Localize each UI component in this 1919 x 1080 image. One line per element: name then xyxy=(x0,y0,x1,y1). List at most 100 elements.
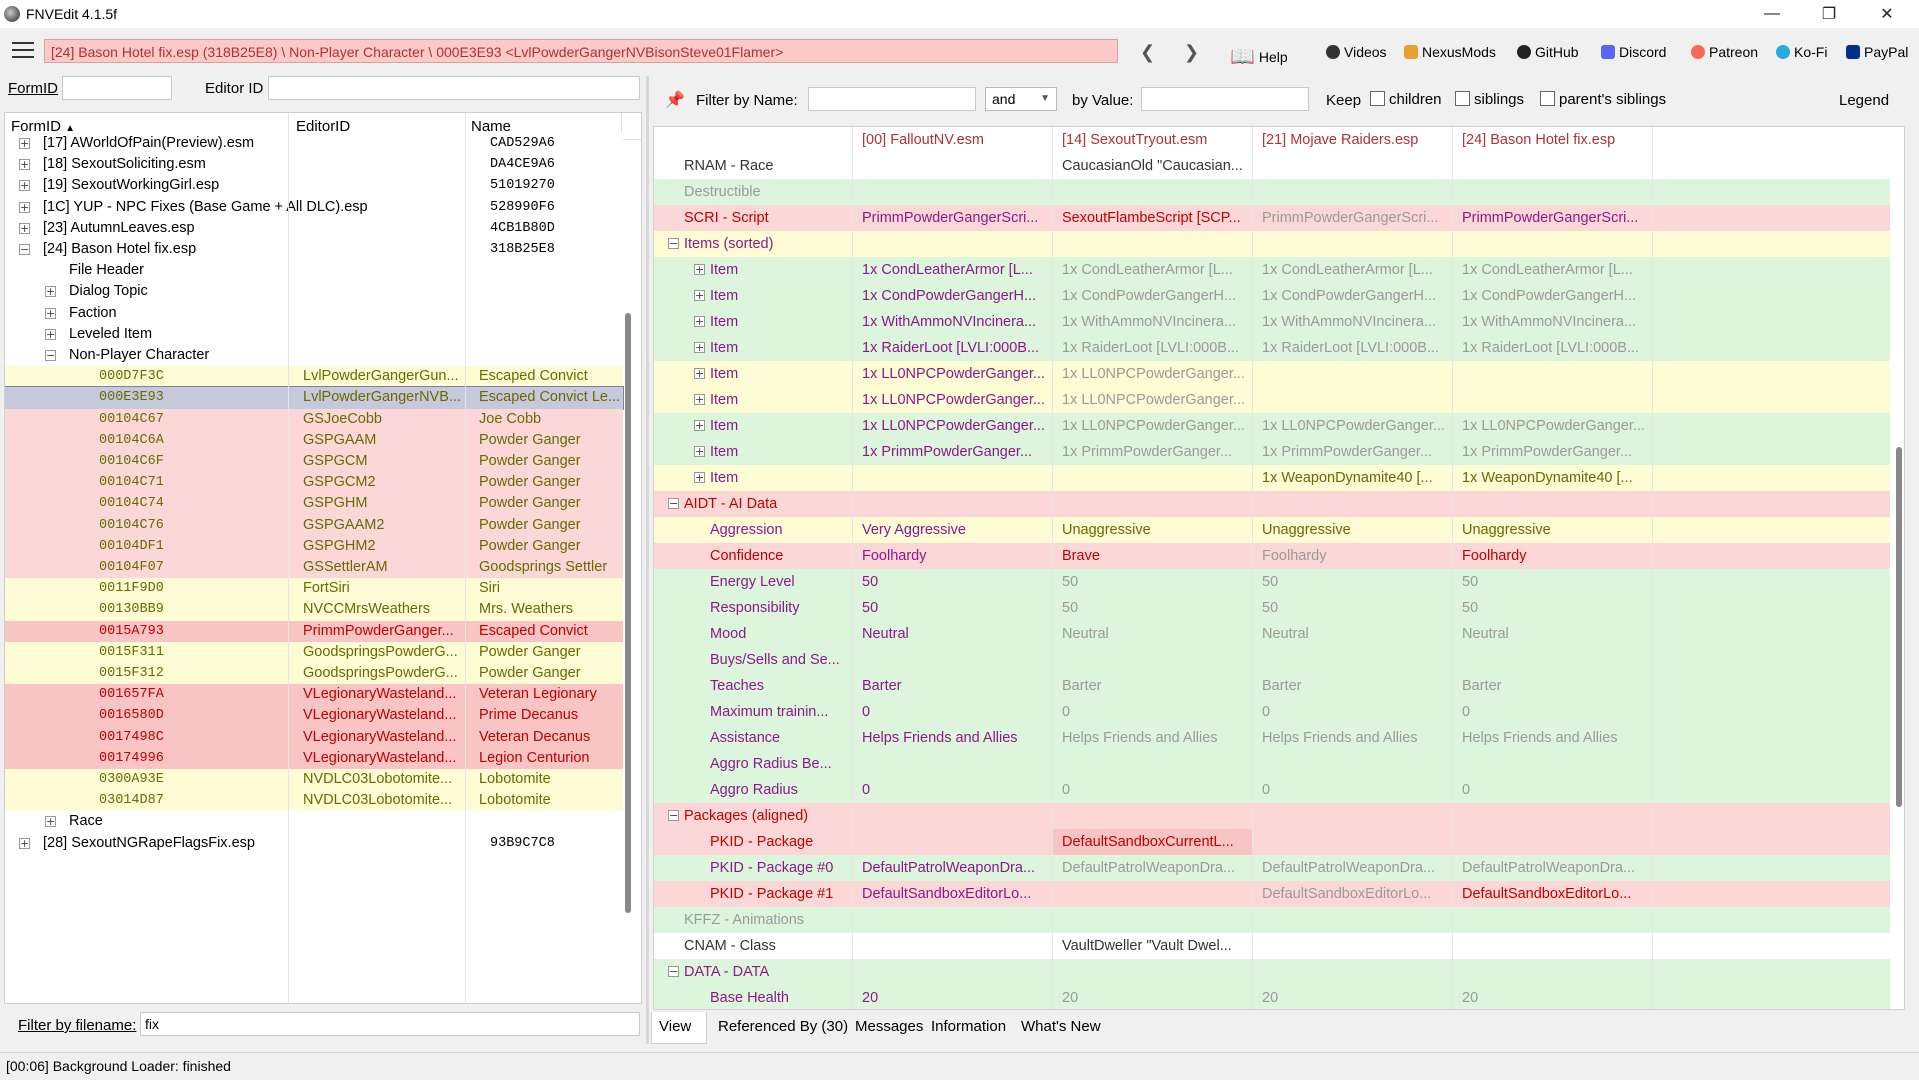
grid-cell[interactable]: Barter xyxy=(862,678,902,694)
grid-cell[interactable] xyxy=(1052,881,1252,907)
grid-cell[interactable]: Neutral xyxy=(1462,626,1509,642)
grid-row[interactable]: Maximum trainin... 0 0 0 0 xyxy=(654,699,1890,725)
discord-button[interactable]: Discord xyxy=(1601,44,1666,60)
grid-cell[interactable] xyxy=(1252,647,1452,673)
grid-cell[interactable]: Helps Friends and Allies xyxy=(1262,730,1418,746)
grid-cell[interactable]: 0 xyxy=(862,704,871,720)
expand-icon[interactable]: + xyxy=(694,471,705,484)
grid-cell[interactable]: 1x PrimmPowderGanger... xyxy=(862,444,1033,460)
grid-cell[interactable] xyxy=(1052,907,1252,933)
tree-node[interactable]: + [28] SexoutNGRapeFlagsFix.esp 93B9C7C8 xyxy=(5,832,623,854)
grid-cell[interactable]: 1x RaiderLoot [LVLI:000B... xyxy=(1062,340,1240,356)
grid-cell[interactable] xyxy=(1252,933,1452,959)
expand-icon[interactable]: + xyxy=(694,315,705,328)
collapse-icon[interactable]: − xyxy=(668,965,679,978)
grid-cell[interactable]: 1x CondPowderGangerH... xyxy=(1062,288,1237,304)
grid-cell[interactable]: 0 xyxy=(1062,704,1071,720)
editorid-input[interactable] xyxy=(268,76,640,100)
expand-icon[interactable]: + xyxy=(45,815,56,829)
grid-cell[interactable] xyxy=(1452,179,1652,205)
operator-select[interactable]: and ▼ xyxy=(985,87,1057,111)
grid-cell[interactable] xyxy=(1052,959,1252,985)
minimize-button[interactable]: — xyxy=(1764,5,1780,22)
tree-node[interactable]: + Race xyxy=(5,811,623,833)
npc-row[interactable]: 00104C74 GSPGHM Powder Ganger xyxy=(5,493,623,515)
grid-cell[interactable] xyxy=(852,465,1052,491)
grid-cell[interactable]: 1x LL0NPCPowderGanger... xyxy=(1062,392,1245,408)
forward-arrow-icon[interactable]: ❯ xyxy=(1184,42,1200,62)
grid-row[interactable]: PKID - Package #0 DefaultPatrolWeaponDra.… xyxy=(654,855,1890,881)
grid-row[interactable]: + Item 1x CondPowderGangerH... 1x CondPowde… xyxy=(654,283,1890,309)
grid-cell[interactable]: 20 xyxy=(1462,990,1479,1006)
column-formid[interactable]: FormID ▲ xyxy=(11,118,76,135)
grid-cell[interactable]: Unaggressive xyxy=(1062,522,1151,538)
back-arrow-icon[interactable]: ❮ xyxy=(1140,42,1156,62)
grid-row[interactable]: + Item 1x RaiderLoot [LVLI:000B... 1x Raide… xyxy=(654,335,1890,361)
grid-cell[interactable]: 50 xyxy=(1262,574,1279,590)
grid-row[interactable]: CNAM - Class VaultDweller "Vault Dwel... xyxy=(654,933,1890,959)
grid-cell[interactable]: 1x CondLeatherArmor [L... xyxy=(1262,262,1433,278)
grid-row[interactable]: Buys/Sells and Se... xyxy=(654,647,1890,673)
grid-row[interactable]: Aggression Very Aggressive Unaggressive Una… xyxy=(654,517,1890,543)
github-button[interactable]: GitHub xyxy=(1517,44,1579,60)
collapse-icon[interactable]: − xyxy=(45,349,56,362)
grid-cell[interactable]: 50 xyxy=(862,600,879,616)
formid-input[interactable] xyxy=(62,76,172,100)
collapse-icon[interactable]: − xyxy=(668,497,679,510)
grid-cell[interactable] xyxy=(1052,647,1252,673)
grid-cell[interactable]: DefaultSandboxCurrentL... xyxy=(1052,829,1252,855)
tab-messages[interactable]: Messages xyxy=(855,1018,924,1035)
grid-cell[interactable]: 1x LL0NPCPowderGanger... xyxy=(862,366,1045,382)
grid-cell[interactable]: Barter xyxy=(1262,678,1302,694)
grid-cell[interactable] xyxy=(1452,491,1652,517)
npc-row[interactable]: 00104C67 GSJoeCobb Joe Cobb xyxy=(5,408,623,430)
grid-row[interactable]: PKID - Package DefaultSandboxCurrentL... xyxy=(654,829,1890,855)
grid-cell[interactable] xyxy=(1452,803,1652,829)
npc-row[interactable]: 00104C76 GSPGAAM2 Powder Ganger xyxy=(5,514,623,536)
grid-cell[interactable]: 1x WithAmmoNVIncinera... xyxy=(862,314,1037,330)
grid-cell[interactable]: 1x CondLeatherArmor [L... xyxy=(1462,262,1633,278)
menu-icon[interactable] xyxy=(12,42,34,58)
grid-cell[interactable] xyxy=(1452,751,1652,777)
maximize-button[interactable]: ❐ xyxy=(1821,6,1837,23)
help-button[interactable]: 📖 Help xyxy=(1230,46,1288,68)
grid-cell[interactable]: 1x WeaponDynamite40 [... xyxy=(1462,470,1633,486)
grid-cell[interactable]: Foolhardy xyxy=(862,548,927,564)
pane-splitter[interactable] xyxy=(646,76,649,1044)
npc-row[interactable]: 03014D87 NVDLC03Lobotomite... Lobotomite xyxy=(5,790,623,812)
grid-row[interactable]: Energy Level 50 50 50 50 xyxy=(654,569,1890,595)
navigation-tree[interactable]: FormID ▲ EditorID Name + [17] AWorldOfPai… xyxy=(4,112,642,1004)
grid-cell[interactable] xyxy=(1052,491,1252,517)
grid-row[interactable]: − AIDT - AI Data xyxy=(654,491,1890,517)
expand-icon[interactable]: + xyxy=(45,327,56,341)
grid-cell[interactable]: 50 xyxy=(1062,600,1079,616)
grid-row[interactable]: − DATA - DATA xyxy=(654,959,1890,985)
patreon-button[interactable]: Patreon xyxy=(1691,44,1758,60)
npc-row[interactable]: 0015F312 GoodspringsPowderG... Powder Gang… xyxy=(5,663,623,685)
expand-icon[interactable]: + xyxy=(694,393,705,406)
grid-cell[interactable]: 1x LL0NPCPowderGanger... xyxy=(1062,418,1245,434)
grid-cell[interactable]: DefaultSandboxEditorLo... xyxy=(1462,886,1632,902)
grid-cell[interactable]: Barter xyxy=(1462,678,1502,694)
grid-row[interactable]: − Packages (aligned) xyxy=(654,803,1890,829)
grid-cell[interactable]: 1x PrimmPowderGanger... xyxy=(1262,444,1433,460)
grid-cell[interactable] xyxy=(1252,179,1452,205)
npc-row[interactable]: 00130BB9 NVCCMrsWeathers Mrs. Weathers xyxy=(5,599,623,621)
grid-row[interactable]: + Item 1x PrimmPowderGanger... 1x PrimmPowd… xyxy=(654,439,1890,465)
grid-row[interactable]: + Item 1x WeaponDynamite40 [... 1x WeaponDy… xyxy=(654,465,1890,491)
grid-row[interactable]: RNAM - Race CaucasianOld "Caucasian... xyxy=(654,153,1890,179)
grid-row[interactable]: KFFZ - Animations xyxy=(654,907,1890,933)
column-name[interactable]: Name xyxy=(471,118,512,135)
expand-icon[interactable]: + xyxy=(694,341,705,354)
grid-cell[interactable]: Brave xyxy=(1062,548,1100,564)
npc-row[interactable]: 00104C71 GSPGCM2 Powder Ganger xyxy=(5,472,623,494)
tab-information[interactable]: Information xyxy=(931,1018,1007,1035)
grid-cell[interactable]: 0 xyxy=(1262,704,1271,720)
grid-cell[interactable] xyxy=(1052,751,1252,777)
grid-cell[interactable]: 1x WithAmmoNVIncinera... xyxy=(1462,314,1637,330)
grid-cell[interactable]: Neutral xyxy=(862,626,909,642)
grid-cell[interactable] xyxy=(1452,959,1652,985)
expand-icon[interactable]: + xyxy=(19,200,30,214)
grid-cell[interactable]: 1x CondPowderGangerH... xyxy=(1262,288,1437,304)
grid-cell[interactable]: 50 xyxy=(862,574,879,590)
